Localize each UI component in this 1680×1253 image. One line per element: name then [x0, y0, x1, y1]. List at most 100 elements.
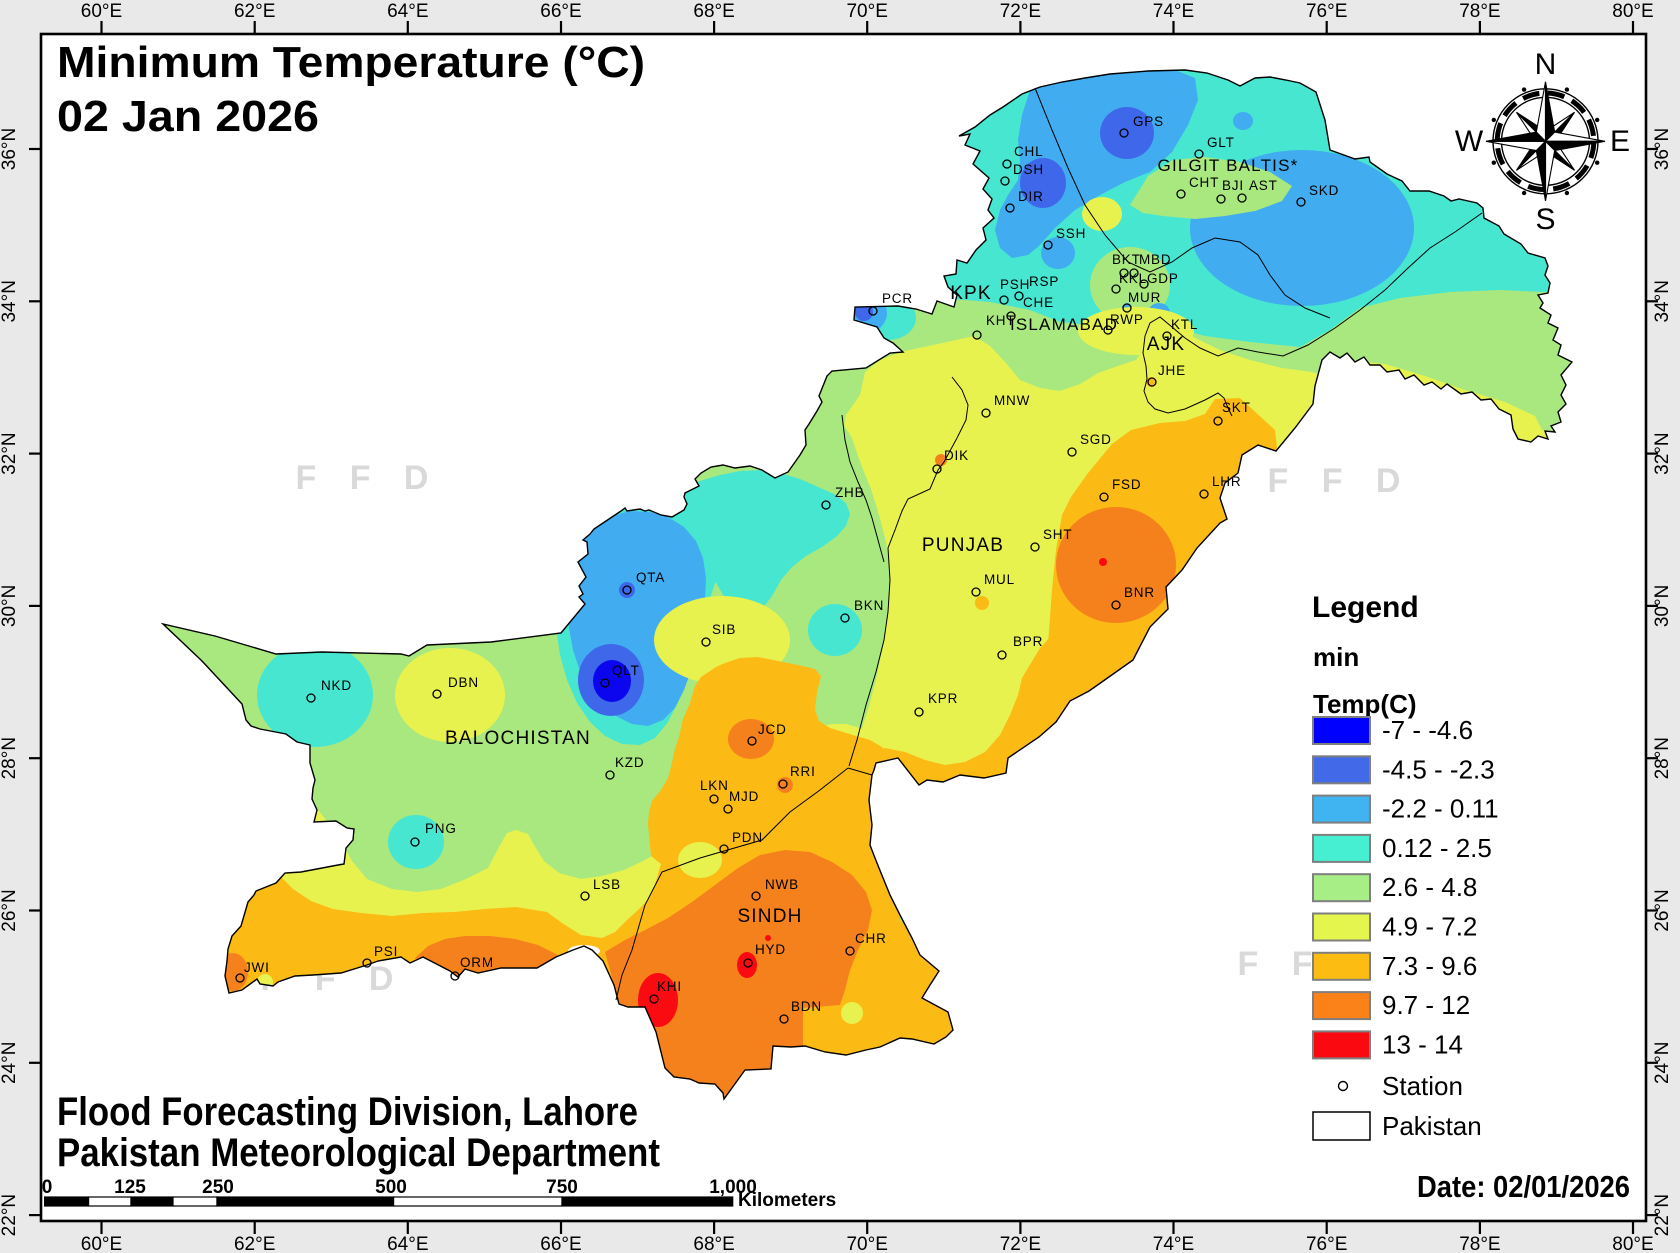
svg-text:BALOCHISTAN: BALOCHISTAN — [445, 728, 591, 749]
svg-text:74°E: 74°E — [1153, 1234, 1194, 1253]
svg-text:RRI: RRI — [790, 764, 816, 779]
svg-text:SKT: SKT — [1222, 400, 1251, 415]
svg-text:KPR: KPR — [928, 691, 958, 706]
svg-text:F F D: F F D — [296, 459, 441, 497]
svg-text:26°N: 26°N — [0, 889, 20, 931]
svg-text:QTA: QTA — [636, 570, 665, 585]
svg-text:26°N: 26°N — [1652, 889, 1673, 931]
svg-text:BKN: BKN — [854, 598, 884, 613]
svg-text:SINDH: SINDH — [737, 906, 802, 927]
svg-text:MUR: MUR — [1128, 290, 1161, 305]
svg-text:MJD: MJD — [729, 789, 759, 804]
svg-text:64°E: 64°E — [387, 1234, 428, 1253]
svg-text:0: 0 — [42, 1177, 53, 1198]
svg-text:GLT: GLT — [1207, 135, 1235, 150]
svg-text:JCD: JCD — [758, 722, 787, 737]
svg-text:30°N: 30°N — [1652, 585, 1673, 627]
svg-text:PSI: PSI — [374, 944, 398, 959]
svg-text:LSB: LSB — [593, 877, 621, 892]
svg-text:Temp(C): Temp(C) — [1313, 689, 1417, 719]
svg-text:KKL: KKL — [1119, 271, 1147, 286]
svg-text:Pakistan: Pakistan — [1382, 1111, 1482, 1141]
svg-text:BKT: BKT — [1112, 252, 1141, 267]
svg-text:CHL: CHL — [1014, 144, 1043, 159]
svg-text:78°E: 78°E — [1459, 1234, 1500, 1253]
svg-text:MNW: MNW — [994, 393, 1030, 408]
svg-text:W: W — [1455, 125, 1484, 158]
svg-text:28°N: 28°N — [1652, 737, 1673, 779]
svg-text:ORM: ORM — [460, 955, 494, 970]
svg-text:60°E: 60°E — [81, 1234, 122, 1253]
svg-text:72°E: 72°E — [1000, 1234, 1041, 1253]
svg-text:SSH: SSH — [1056, 226, 1086, 241]
svg-text:GPS: GPS — [1133, 114, 1164, 129]
svg-text:BDN: BDN — [791, 999, 822, 1014]
svg-text:MBD: MBD — [1139, 252, 1171, 267]
svg-text:AJK: AJK — [1147, 334, 1185, 355]
svg-text:FSD: FSD — [1112, 477, 1141, 492]
svg-text:24°N: 24°N — [0, 1042, 20, 1084]
svg-text:NWB: NWB — [765, 877, 799, 892]
svg-text:1,000: 1,000 — [709, 1177, 757, 1198]
svg-text:KHI: KHI — [657, 979, 682, 994]
svg-text:BNR: BNR — [1124, 585, 1155, 600]
svg-text:BPR: BPR — [1013, 634, 1043, 649]
svg-text:70°E: 70°E — [846, 1, 887, 22]
svg-text:7.3 - 9.6: 7.3 - 9.6 — [1382, 951, 1477, 981]
svg-text:CHE: CHE — [1023, 295, 1054, 310]
svg-text:Flood Forecasting Division, La: Flood Forecasting Division, Lahore — [57, 1090, 638, 1134]
svg-text:DIK: DIK — [944, 448, 969, 463]
svg-text:KTL: KTL — [1171, 317, 1198, 332]
svg-text:CHT: CHT — [1189, 175, 1219, 190]
svg-text:36°N: 36°N — [1652, 128, 1673, 170]
svg-text:02 Jan 2026: 02 Jan 2026 — [57, 92, 319, 141]
svg-text:22°N: 22°N — [0, 1194, 20, 1236]
svg-text:80°E: 80°E — [1612, 1234, 1653, 1253]
svg-text:24°N: 24°N — [1652, 1042, 1673, 1084]
svg-text:250: 250 — [202, 1177, 234, 1198]
svg-text:SKD: SKD — [1309, 183, 1339, 198]
svg-text:Kilometers: Kilometers — [738, 1190, 836, 1211]
svg-text:-2.2 - 0.11: -2.2 - 0.11 — [1382, 794, 1499, 824]
svg-text:80°E: 80°E — [1612, 1, 1653, 22]
svg-text:32°N: 32°N — [1652, 432, 1673, 474]
svg-text:78°E: 78°E — [1459, 1, 1500, 22]
svg-text:KHT: KHT — [986, 313, 1015, 328]
svg-text:GDP: GDP — [1147, 271, 1179, 286]
svg-text:JHE: JHE — [1158, 363, 1186, 378]
svg-text:34°N: 34°N — [0, 280, 20, 322]
svg-text:LHR: LHR — [1212, 474, 1241, 489]
svg-text:N: N — [1535, 48, 1557, 81]
svg-text:AST: AST — [1249, 178, 1278, 193]
svg-text:70°E: 70°E — [846, 1234, 887, 1253]
svg-text:32°N: 32°N — [0, 432, 20, 474]
svg-text:76°E: 76°E — [1306, 1, 1347, 22]
svg-text:62°E: 62°E — [234, 1, 275, 22]
svg-text:PUNJAB: PUNJAB — [922, 535, 1004, 556]
svg-text:PSH: PSH — [1000, 277, 1030, 292]
svg-text:13 - 14: 13 - 14 — [1382, 1029, 1463, 1059]
svg-text:750: 750 — [546, 1177, 578, 1198]
svg-text:Pakistan Meteorological Depart: Pakistan Meteorological Department — [57, 1131, 660, 1175]
svg-text:-7 - -4.6: -7 - -4.6 — [1382, 715, 1473, 745]
svg-text:72°E: 72°E — [1000, 1, 1041, 22]
svg-text:500: 500 — [375, 1177, 407, 1198]
svg-text:Minimum Temperature (°C): Minimum Temperature (°C) — [57, 38, 645, 87]
svg-text:30°N: 30°N — [0, 585, 20, 627]
svg-text:34°N: 34°N — [1652, 280, 1673, 322]
svg-text:GILGIT BALTIS*: GILGIT BALTIS* — [1158, 156, 1299, 175]
svg-text:22°N: 22°N — [1652, 1194, 1673, 1236]
svg-text:ISLAMABAD: ISLAMABAD — [1010, 315, 1118, 334]
svg-text:E: E — [1610, 125, 1630, 158]
svg-text:HYD: HYD — [755, 942, 786, 957]
svg-text:Legend: Legend — [1312, 591, 1419, 624]
svg-text:SGD: SGD — [1080, 432, 1112, 447]
svg-text:DSH: DSH — [1013, 162, 1044, 177]
svg-text:BJI: BJI — [1222, 178, 1244, 193]
svg-text:RSP: RSP — [1029, 274, 1059, 289]
svg-text:QLT: QLT — [612, 663, 640, 678]
svg-text:JWI: JWI — [244, 960, 270, 975]
svg-text:KZD: KZD — [615, 755, 644, 770]
svg-text:PDN: PDN — [732, 830, 763, 845]
svg-text:Station: Station — [1382, 1071, 1463, 1101]
